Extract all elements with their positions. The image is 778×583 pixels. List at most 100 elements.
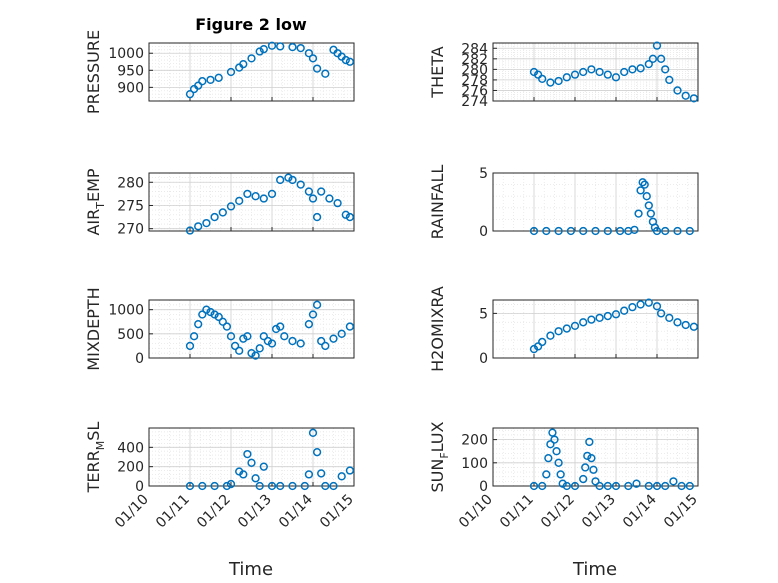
data-point	[595, 481, 604, 491]
data-point	[288, 42, 297, 52]
data-point	[550, 435, 559, 444]
data-point	[542, 226, 551, 236]
x-tick-label: 01/12	[194, 492, 234, 532]
data-point	[198, 310, 207, 319]
data-point	[259, 194, 268, 203]
data-point	[280, 332, 289, 341]
data-point	[556, 470, 565, 479]
data-point	[585, 437, 594, 447]
y-tick-label: 282	[461, 52, 488, 68]
data-point	[644, 481, 653, 491]
data-point	[267, 189, 277, 199]
y-tick-label: 0	[135, 479, 144, 495]
y-axis-label: SUNFLUX	[428, 421, 451, 492]
y-tick-label: 0	[479, 479, 488, 495]
data-point	[202, 305, 211, 314]
data-point	[615, 226, 625, 236]
data-point	[317, 187, 326, 196]
data-point	[533, 342, 543, 351]
data-point	[562, 481, 571, 491]
plot-area	[149, 428, 354, 486]
data-point	[247, 54, 256, 63]
data-point	[255, 344, 264, 353]
data-point	[337, 472, 346, 481]
data-point	[620, 306, 629, 315]
subplot-terr-msl: 0 200 400 01/10 01/11 01/12 01/13 01/14 01/15 TER…	[84, 422, 357, 532]
data-point	[214, 312, 223, 322]
data-point	[267, 481, 277, 491]
plot-area	[493, 173, 698, 231]
data-point	[296, 339, 305, 348]
data-point	[267, 41, 277, 50]
data-point	[210, 310, 219, 319]
data-point	[194, 320, 203, 329]
data-point	[218, 317, 227, 326]
data-point	[222, 322, 232, 331]
data-point	[235, 196, 244, 205]
data-point	[321, 69, 330, 78]
y-axis-label: THETA	[428, 46, 447, 98]
data-point	[595, 67, 604, 77]
data-point	[276, 42, 285, 51]
data-point	[276, 322, 285, 331]
data-point	[591, 226, 600, 236]
x-tick-label: 01/15	[317, 492, 357, 532]
data-point	[529, 226, 539, 236]
data-point	[681, 320, 690, 330]
data-point	[276, 175, 285, 185]
data-point	[546, 331, 555, 340]
data-point	[661, 481, 670, 491]
axes-box	[148, 427, 355, 487]
data-point	[538, 337, 547, 347]
data-point	[308, 428, 318, 437]
data-point	[341, 55, 350, 65]
data-point	[206, 75, 215, 84]
data-point	[218, 208, 227, 217]
data-point	[202, 218, 211, 228]
data-point	[652, 226, 662, 236]
data-point	[185, 341, 195, 351]
y-axis-label: AIRTEMP	[84, 168, 107, 235]
data-point	[661, 65, 670, 74]
data-point	[628, 65, 637, 74]
x-tick-label: 01/12	[538, 492, 578, 532]
data-point	[341, 210, 350, 219]
data-point	[243, 189, 252, 199]
data-point	[317, 469, 326, 478]
data-point	[603, 70, 612, 79]
data-point	[247, 458, 256, 467]
data-point	[603, 481, 612, 491]
data-point	[337, 329, 346, 338]
data-point	[288, 336, 297, 346]
data-point	[673, 318, 682, 327]
data-point	[562, 324, 571, 333]
data-point	[669, 477, 678, 486]
subplot-mixdepth: 0 500 1000 MIXDEPTH	[84, 287, 355, 371]
data-point	[673, 226, 682, 236]
data-point	[317, 336, 326, 346]
data-point	[685, 226, 694, 236]
data-point	[304, 187, 314, 196]
data-point	[308, 54, 318, 63]
data-point	[646, 209, 655, 218]
data-point	[259, 332, 268, 341]
data-point	[656, 309, 666, 318]
data-point	[689, 94, 699, 103]
data-point	[554, 226, 563, 236]
data-point	[624, 481, 633, 491]
data-point	[267, 339, 277, 348]
data-point	[642, 192, 651, 201]
data-point	[638, 178, 647, 187]
data-point	[247, 349, 256, 358]
subplot-sun-flux: 0 100 200 01/10 01/11 01/12 01/13 01/14 01/15 SUN…	[428, 421, 701, 531]
data-point	[304, 320, 314, 329]
data-point	[566, 226, 576, 236]
data-point	[329, 481, 338, 491]
data-point	[644, 59, 653, 69]
data-point	[296, 180, 305, 189]
data-point	[308, 194, 318, 203]
data-point	[185, 481, 195, 491]
